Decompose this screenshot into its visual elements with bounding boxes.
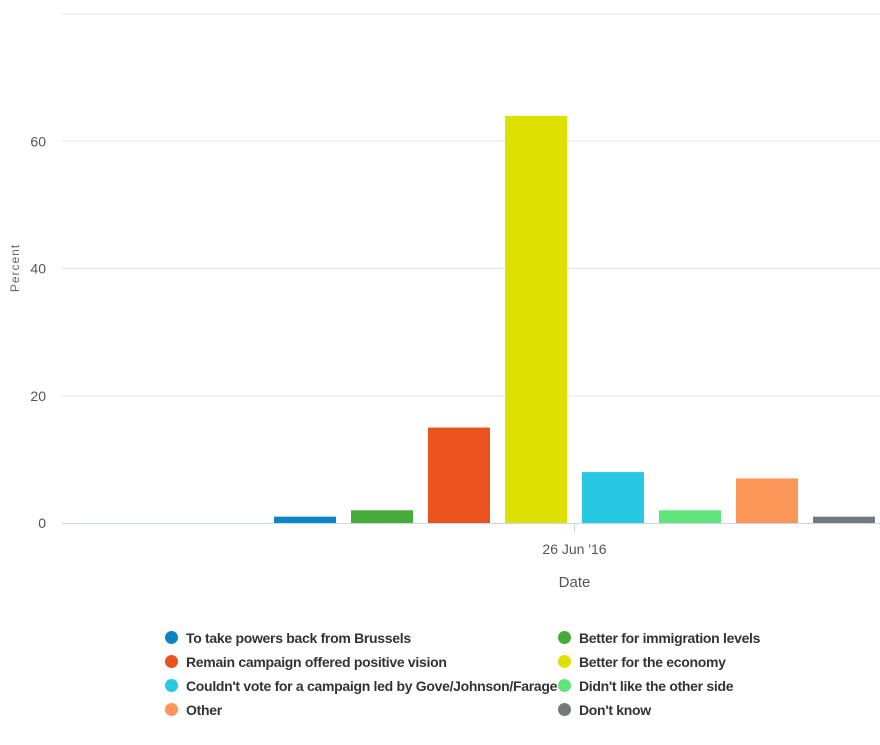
bar[interactable] [505,115,567,524]
bar[interactable] [351,510,413,523]
y-axis-title: Percent [8,244,22,292]
legend-item[interactable]: Don't know [558,700,805,719]
x-tick-label: 26 Jun '16 [542,541,606,557]
legend-label: Better for the economy [579,653,726,670]
legend-label: Other [186,701,222,718]
legend-label: Don't know [579,701,651,718]
y-tick-label: 0 [38,515,46,531]
bar[interactable] [736,478,798,523]
legend: To take powers back from Brussels Better … [165,628,805,719]
bar[interactable] [659,510,721,523]
legend-item[interactable]: Didn't like the other side [558,676,805,695]
legend-label: Didn't like the other side [579,677,734,694]
bar[interactable] [428,427,490,523]
legend-marker [165,655,178,668]
legend-item[interactable]: Better for the economy [558,652,805,671]
legend-label: To take powers back from Brussels [186,629,411,646]
legend-marker [165,679,178,692]
legend-item[interactable]: Couldn't vote for a campaign led by Gove… [165,676,558,695]
legend-item[interactable]: Other [165,700,558,719]
legend-marker [558,679,571,692]
y-tick-label: 40 [30,261,46,277]
y-tick-label: 60 [30,133,46,149]
legend-marker [558,703,571,716]
y-tick-label: 20 [30,388,46,404]
legend-label: Couldn't vote for a campaign led by Gove… [186,677,558,694]
legend-marker [558,631,571,644]
x-axis-title: Date [559,574,591,591]
legend-marker [165,703,178,716]
legend-item[interactable]: To take powers back from Brussels [165,628,558,647]
legend-label: Remain campaign offered positive vision [186,653,447,670]
y-axis-ticks: 0 20 40 60 [30,133,46,531]
bar[interactable] [274,516,336,523]
legend-item[interactable]: Remain campaign offered positive vision [165,652,558,671]
gridlines [62,13,880,397]
bar[interactable] [582,472,644,523]
bar[interactable] [813,516,875,523]
legend-marker [165,631,178,644]
bar-chart: 0 20 40 60 26 Jun '16 Date Percent [8,13,880,591]
legend-label: Better for immigration levels [579,629,761,646]
bars [274,115,875,524]
legend-item[interactable]: Better for immigration levels [558,628,805,647]
legend-marker [558,655,571,668]
